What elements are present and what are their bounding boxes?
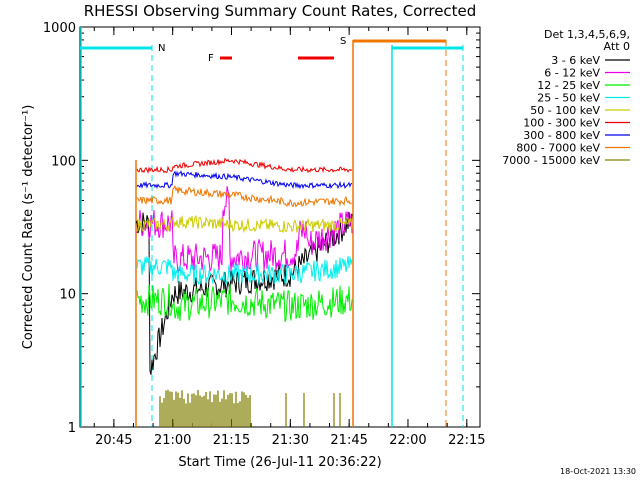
series-line: [137, 214, 353, 234]
series-line: [136, 170, 353, 190]
series-line: [136, 283, 353, 322]
legend-label: 50 - 100 keV: [530, 104, 600, 117]
y-tick-label: 1000: [43, 21, 76, 36]
legend-label: 300 - 800 keV: [523, 129, 600, 142]
y-tick-label: 100: [51, 154, 76, 169]
legend-label: 25 - 50 keV: [537, 92, 600, 105]
x-tick-label: 22:15: [448, 433, 485, 448]
series-line: [135, 212, 353, 375]
x-tick-label: 20:45: [95, 433, 132, 448]
legend-label: 7000 - 15000 keV: [502, 154, 600, 167]
night-flag-label: N: [158, 43, 165, 54]
series-line: [136, 186, 353, 273]
y-axis-label: Corrected Count Rate (s⁻¹ detector⁻¹): [21, 105, 36, 350]
legend-label: 3 - 6 keV: [551, 54, 600, 67]
saa-flag-label: S: [340, 36, 346, 47]
x-axis-label: Start Time (26-Jul-11 20:36:22): [178, 455, 381, 470]
legend-label: 800 - 7000 keV: [516, 142, 600, 155]
footer-date: 18-Oct-2021 13:30: [560, 467, 636, 476]
legend-label: 6 - 12 keV: [544, 67, 600, 80]
legend-label: 12 - 25 keV: [537, 79, 600, 92]
plot-frame: [79, 26, 481, 428]
y-tick-label: 1: [68, 421, 76, 436]
series-line: [136, 184, 353, 208]
x-tick-label: 21:30: [272, 433, 309, 448]
series-line: [136, 256, 353, 286]
flare-flag-label: F: [208, 53, 214, 64]
legend-header-line2: Att 0: [604, 40, 630, 53]
legend-header-line1: Det 1,3,4,5,6,9,: [544, 28, 630, 41]
y-tick-label: 10: [59, 288, 76, 303]
x-tick-label: 21:15: [213, 433, 250, 448]
x-tick-label: 22:00: [389, 433, 426, 448]
legend-label: 100 - 300 keV: [523, 117, 600, 130]
chart-title: RHESSI Observing Summary Count Rates, Co…: [84, 2, 477, 20]
x-tick-label: 21:45: [330, 433, 367, 448]
series-line: [136, 157, 353, 174]
x-tick-label: 21:00: [154, 433, 191, 448]
